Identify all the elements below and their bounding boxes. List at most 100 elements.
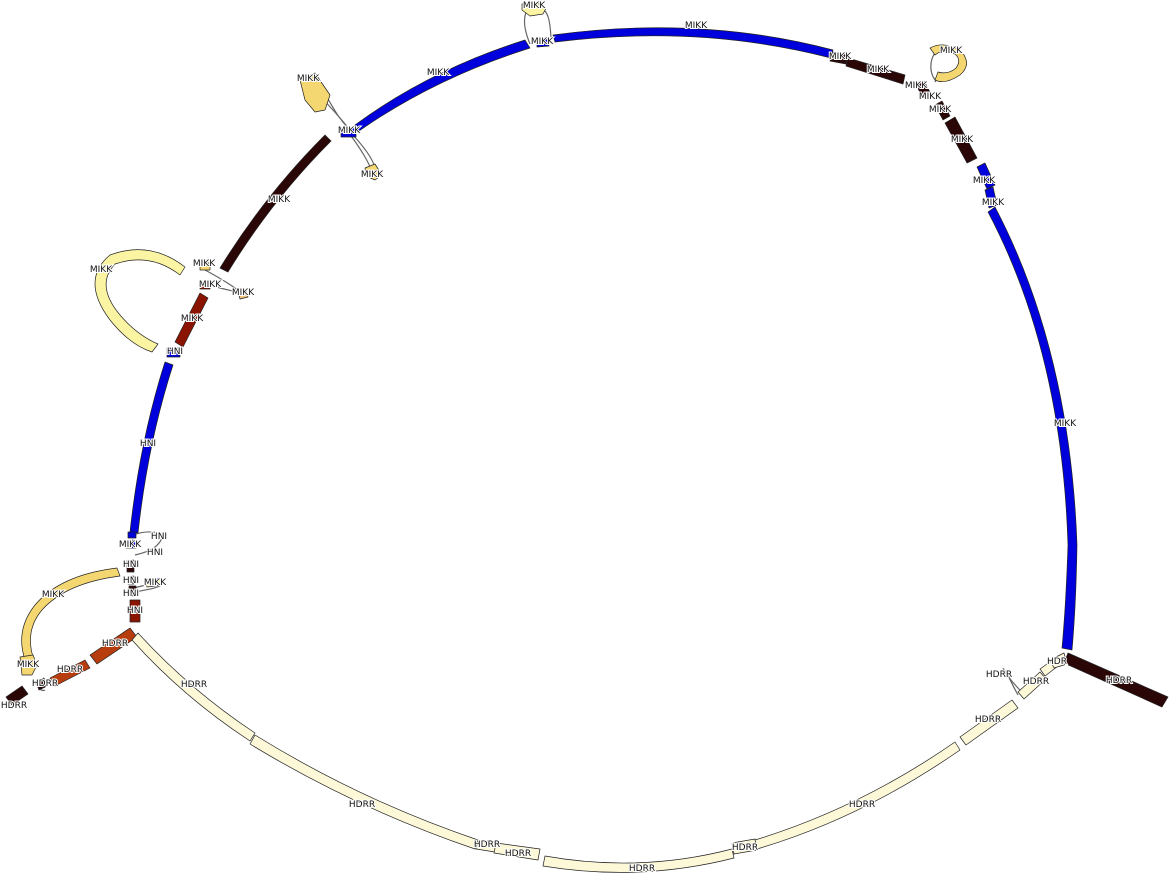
graph-nodes [5, 1, 1169, 873]
node-n-hdrr-small [35, 677, 48, 691]
edge [133, 531, 163, 536]
node-n-right-maroon-d [845, 57, 906, 85]
edge [134, 537, 163, 556]
label-hdrr-rust-a: HDRR [102, 639, 128, 649]
label-left-junction-a: MIKK [193, 259, 216, 269]
label-upperleft-junction: MIKK [338, 126, 361, 136]
node-n-top-right-junction [829, 51, 849, 65]
node-n-right-maroon-c [914, 80, 931, 97]
node-n-left-hni-arc [129, 361, 174, 534]
node-n-right-bottom-small [1017, 671, 1047, 700]
node-n-left-short [174, 292, 209, 348]
label-left-hni-b: HNI [151, 532, 167, 542]
node-n-left-small-mikk [125, 539, 137, 549]
node-n-left-junction-a [199, 262, 211, 271]
node-n-bottom-arc-d [754, 741, 961, 850]
label-left-hni-e: HNI [127, 606, 143, 616]
label-bottom-small-b: HDRR [505, 849, 531, 859]
node-n-bottom-arc-b [249, 734, 479, 850]
label-top-arc: MIKK [685, 21, 708, 31]
label-bottom-arc-a: HDRR [181, 680, 207, 690]
label-left-hni-d: HNI [123, 576, 139, 586]
label-left-loop: MIKK [90, 265, 113, 275]
label-top-right-loop: MIKK [940, 46, 963, 56]
node-n-left-hni-d [127, 575, 135, 585]
label-bottom-small-c: HDRR [732, 843, 758, 853]
label-upperleft-bubble-a: MIKK [297, 74, 320, 84]
label-upperleft-bubble-b: MIKK [361, 170, 384, 180]
node-n-right-arc [987, 206, 1078, 651]
label-right-tail: HDRR [1106, 676, 1132, 686]
node-n-right-maroon-b [934, 100, 951, 121]
label-right-maroon-b2: MIKK [919, 92, 942, 102]
label-hdrr-small: HDRR [32, 679, 58, 689]
edge [347, 131, 373, 173]
label-left-hni-b2: HNI [147, 548, 163, 558]
label-left-short: MIKK [181, 314, 204, 324]
label-hdrr-tail: HDRR [1, 701, 27, 711]
label-hdrr-rust-b: HDRR [57, 665, 83, 675]
node-n-upperleft-junction [340, 127, 357, 138]
label-bottom-arc-b: HDRR [349, 800, 375, 810]
label-right-bottom-small-b: HDRR [986, 670, 1012, 680]
label-right-arc: MIKK [1054, 419, 1077, 429]
node-n-left-hni-e [129, 599, 141, 623]
node-n-upperleft-arc [354, 39, 531, 132]
node-n-bottom-small-c [731, 838, 758, 855]
label-bottom-small-a: HDRR [474, 840, 500, 850]
edge [1005, 669, 1019, 696]
node-n-right-small-blue-a [976, 162, 996, 190]
node-n-left-hni-a [166, 347, 181, 358]
label-bottom-arc-c: HDRR [629, 864, 655, 874]
node-n-left-junction-b [199, 281, 211, 290]
label-upperleft-arc: MIKK [427, 68, 450, 78]
label-left-hni-arc: HNI [140, 439, 156, 449]
node-n-left-loop [94, 249, 186, 353]
node-n-upperleft-bubble-a [299, 72, 331, 113]
node-n-left-junction-c [237, 289, 249, 300]
node-n-left-hni-c [126, 559, 135, 573]
node-n-bottom-small-b [493, 842, 541, 861]
label-left-diagonal: MIKK [268, 195, 291, 205]
label-left-hni-c: HNI [123, 560, 139, 570]
node-n-left-diagonal [219, 134, 332, 273]
label-lower-left-mikk: MIKK [17, 660, 40, 670]
label-right-maroon-b: MIKK [929, 105, 952, 115]
label-right-maroon-d: MIKK [867, 65, 890, 75]
node-n-top-junction [536, 38, 550, 48]
label-bottom-arc-e: HDRR [975, 715, 1001, 725]
label-top-bubble: MIKK [523, 1, 546, 11]
label-right-small-blue-a: MIKK [973, 176, 996, 186]
node-n-lower-left-mikk [19, 654, 38, 676]
label-right-hdr: HDR [1047, 657, 1067, 667]
graph-labels: MIKK MIKK MIKK MIKK MIKK MIKK MIKK MIKK … [0, 0, 1133, 875]
label-left-hni-f: HNI [123, 589, 139, 599]
label-bottom-arc-d: HDRR [849, 800, 875, 810]
node-n-right-maroon-a [944, 116, 978, 164]
label-right-bottom-small: HDRR [1023, 677, 1049, 687]
node-n-bottom-arc-e [959, 699, 1019, 746]
node-n-upperleft-bubble-b [364, 163, 383, 181]
node-n-top-bubble [521, 1, 547, 17]
node-n-right-tail [1063, 652, 1169, 708]
node-n-bottom-arc-a [131, 632, 256, 742]
label-right-small-blue-b: MIKK [982, 198, 1005, 208]
node-n-hdrr-rust-b [49, 659, 91, 687]
node-n-bottom-arc-c [542, 848, 735, 873]
label-left-hni-a: HNI [167, 347, 183, 357]
node-n-hdrr-tail [5, 685, 29, 706]
label-right-maroon-c: MIKK [905, 81, 928, 91]
label-left-small-mikk: MIKK [119, 540, 142, 550]
label-right-maroon-a: MIKK [951, 135, 974, 145]
node-n-top-arc [552, 27, 834, 59]
label-left-junction-c: MIKK [232, 288, 255, 298]
node-n-left-hni-f [128, 585, 137, 597]
label-lower-left-loop: MIKK [42, 590, 65, 600]
node-n-left-small-mikk-b [144, 577, 163, 588]
label-left-small-mikk-b: MIKK [144, 578, 167, 588]
node-n-left-hni-b [127, 531, 137, 539]
node-n-right-small-blue-b [984, 186, 998, 209]
label-top-right-junction: MIKK [829, 52, 852, 62]
label-left-junction-b: MIKK [199, 280, 222, 290]
